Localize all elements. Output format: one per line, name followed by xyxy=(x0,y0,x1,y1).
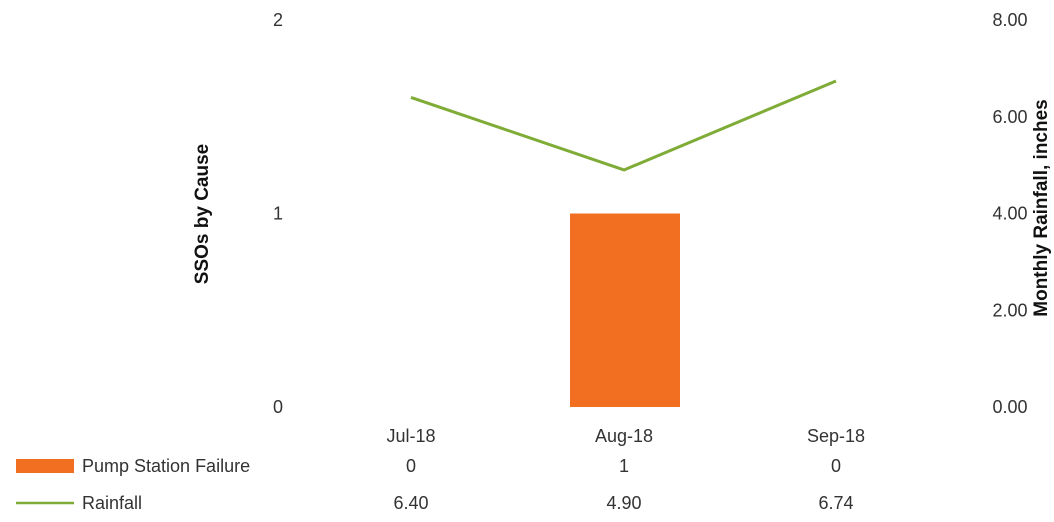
right-tick-label: 0.00 xyxy=(992,397,1027,417)
table-value-pump-station-failure: 0 xyxy=(831,456,841,476)
line-rainfall xyxy=(410,79,837,172)
data-table: Pump Station Failure 0 1 0 Rainfall 6.40 4.90 6… xyxy=(16,456,854,513)
legend-swatch-pump-station-failure xyxy=(16,459,74,473)
right-axis-ticks: 0.00 2.00 4.00 6.00 8.00 xyxy=(992,10,1027,417)
table-value-rainfall: 6.40 xyxy=(393,493,428,513)
left-tick-label: 2 xyxy=(273,10,283,30)
left-tick-label: 1 xyxy=(273,204,283,224)
left-axis-ticks: 0 1 2 xyxy=(273,10,283,417)
table-value-pump-station-failure: 0 xyxy=(406,456,416,476)
category-labels: Jul-18 Aug-18 Sep-18 xyxy=(386,426,865,446)
table-value-pump-station-failure: 1 xyxy=(619,456,629,476)
legend-label-rainfall: Rainfall xyxy=(82,493,142,513)
category-label: Sep-18 xyxy=(807,426,865,446)
table-value-rainfall: 4.90 xyxy=(606,493,641,513)
category-label: Aug-18 xyxy=(595,426,653,446)
right-tick-label: 8.00 xyxy=(992,10,1027,30)
bar-pump-station-failure xyxy=(570,213,680,407)
category-label: Jul-18 xyxy=(386,426,435,446)
right-tick-label: 4.00 xyxy=(992,204,1027,224)
table-value-rainfall: 6.74 xyxy=(818,493,853,513)
bar-series xyxy=(570,213,680,407)
left-tick-label: 0 xyxy=(273,397,283,417)
line-series xyxy=(410,79,837,172)
right-tick-label: 2.00 xyxy=(992,300,1027,320)
right-axis-title: Monthly Rainfall, inches xyxy=(1031,99,1052,316)
legend-label-pump-station-failure: Pump Station Failure xyxy=(82,456,250,476)
left-axis-title: SSOs by Cause xyxy=(192,144,213,284)
right-tick-label: 6.00 xyxy=(992,107,1027,127)
